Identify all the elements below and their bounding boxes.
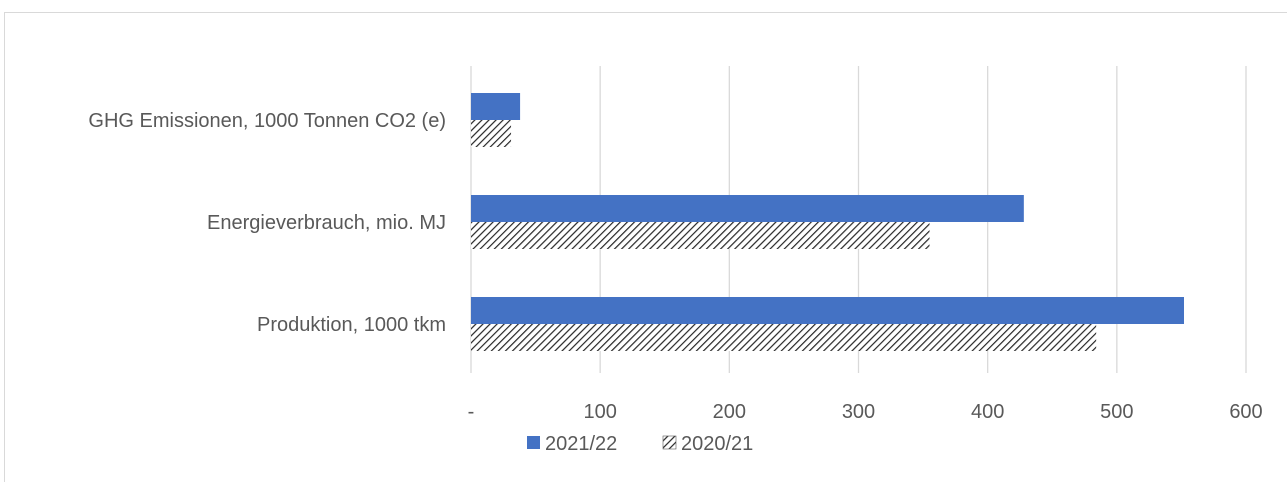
legend-label: 2020/21	[681, 433, 753, 455]
category-label: Produktion, 1000 tkm	[257, 314, 446, 336]
x-tick-label: 600	[1229, 401, 1262, 423]
x-tick-label: 100	[583, 401, 616, 423]
legend: 2021/22 2020/21	[527, 433, 753, 455]
legend-label: 2021/22	[545, 433, 617, 455]
x-tick-label: 300	[842, 401, 875, 423]
x-axis-tick-labels: - 100 200 300 400 500 600	[468, 401, 1263, 423]
chart-frame	[4, 12, 1287, 482]
bar-2021-22	[471, 93, 521, 120]
x-tick-label: 400	[971, 401, 1004, 423]
x-tick-label: 500	[1100, 401, 1133, 423]
bar-2021-22	[471, 297, 1184, 324]
bar-2021-22	[471, 195, 1024, 222]
category-labels: GHG Emissionen, 1000 Tonnen CO2 (e) Energ…	[88, 110, 446, 336]
legend-swatch	[662, 435, 677, 450]
legend-swatch	[527, 436, 540, 449]
category-label: Energieverbrauch, mio. MJ	[207, 212, 446, 234]
x-tick-label: -	[468, 401, 475, 423]
bar-2020-21	[471, 120, 512, 147]
category-label: GHG Emissionen, 1000 Tonnen CO2 (e)	[88, 110, 446, 132]
x-tick-label: 200	[713, 401, 746, 423]
bar-2020-21	[471, 324, 1097, 351]
bar-2020-21	[471, 222, 930, 249]
bars	[471, 93, 1184, 351]
